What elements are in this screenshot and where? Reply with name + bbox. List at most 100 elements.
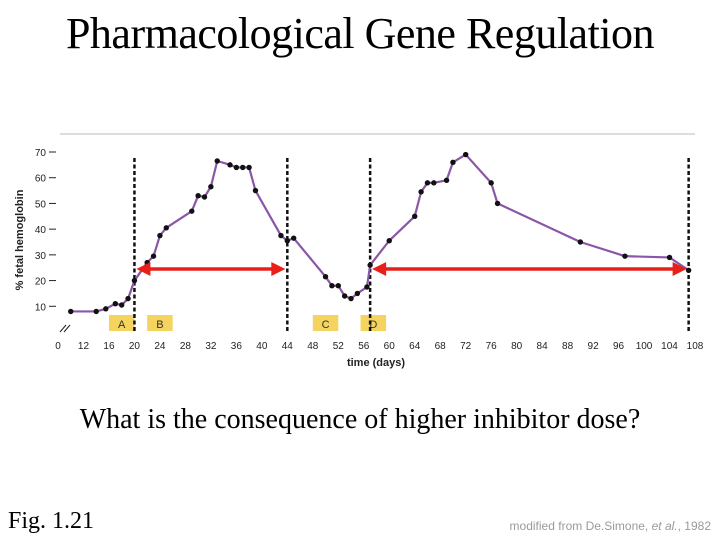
duration-arrows [136, 262, 687, 276]
data-point [367, 262, 373, 268]
data-point [322, 274, 329, 280]
arrow-head-left [136, 262, 151, 276]
data-point [112, 301, 119, 307]
data-point [233, 164, 240, 171]
data-point [335, 283, 341, 289]
data-point [163, 225, 169, 231]
credit-prefix: modified from De.Simone, [509, 519, 652, 533]
data-point [450, 159, 456, 165]
x-tick-label: 108 [687, 341, 704, 352]
x-tick-label: 32 [205, 341, 217, 352]
data-point [412, 213, 418, 219]
x-tick-label: 60 [384, 341, 396, 352]
data-point [103, 306, 109, 312]
data-point [189, 208, 195, 214]
data-point [329, 283, 335, 289]
x-tick-label: 36 [231, 341, 243, 352]
data-point [348, 295, 354, 302]
dashed-dose-lines [133, 158, 690, 331]
marker-box [360, 315, 387, 331]
data-point [157, 232, 163, 239]
x-tick-label: 88 [562, 341, 574, 352]
axis-break-mark [59, 324, 67, 333]
x-tick-label: 20 [129, 341, 141, 352]
slide-title: Pharmacological Gene Regulation [65, 9, 655, 58]
marker-label: A [118, 319, 126, 331]
x-tick-label: 56 [358, 341, 370, 352]
chart-axes: 10 20 30 40 50 60 70 0 12 16 20 24 28 32 36 40 44 48 52 56 6… [35, 148, 704, 352]
y-tick-label: 60 [35, 174, 47, 185]
axis-break-mark [63, 324, 71, 333]
y-tick-label: 30 [35, 251, 47, 262]
data-point [214, 158, 220, 164]
x-tick-label: 64 [409, 341, 421, 352]
x-tick-label: 92 [588, 341, 600, 352]
data-point [252, 187, 259, 194]
figure-label: Fig. 1.21 [8, 508, 95, 534]
data-point [284, 238, 291, 244]
marker-box [147, 315, 173, 331]
data-point [131, 277, 138, 284]
y-tick-label: 40 [35, 225, 47, 236]
x-tick-label: 104 [661, 341, 678, 352]
x-tick-label: 12 [78, 341, 90, 352]
data-point [431, 180, 437, 186]
marker-box [312, 315, 339, 331]
source-credit: modified from De.Simone, et al., 1982 [510, 519, 711, 533]
x-tick-label: 84 [537, 341, 549, 352]
x-tick-label: 80 [511, 341, 523, 352]
data-point [278, 232, 284, 239]
arrow-head-left [372, 262, 387, 276]
data-point [341, 293, 348, 299]
x-tick-label: 28 [180, 341, 192, 352]
data-point [354, 290, 361, 297]
treatment-markers: A B C D [108, 315, 387, 331]
arrow-head-right [672, 262, 687, 276]
marker-label: B [156, 319, 163, 331]
data-point [201, 194, 208, 200]
data-point [364, 284, 370, 290]
x-axis-label: time (days) [347, 357, 405, 369]
x-tick-label: 96 [613, 341, 625, 352]
data-point [93, 308, 99, 315]
data-point [494, 200, 501, 207]
data-point [462, 151, 469, 158]
data-point [418, 189, 424, 195]
data-point [666, 254, 673, 261]
data-point [119, 302, 125, 308]
y-tick-label: 50 [35, 199, 47, 210]
data-point [443, 177, 450, 183]
y-tick-label: 20 [35, 277, 47, 288]
data-series [68, 151, 692, 315]
x-tick-label: 68 [435, 341, 447, 352]
y-tick-label: 10 [35, 302, 47, 313]
data-point [622, 253, 628, 259]
fetal-hemoglobin-chart: A B C D 10 20 30 40 50 60 70 0 12 16 20 24 28 32 36 40 44 48… [14, 133, 704, 369]
data-point [195, 193, 201, 199]
data-point [227, 162, 233, 168]
x-tick-label: 72 [460, 341, 472, 352]
x-tick-label: 100 [636, 341, 653, 352]
credit-suffix: , 1982 [677, 519, 711, 533]
data-point [386, 238, 392, 244]
x-tick-label: 48 [307, 341, 319, 352]
marker-label: D [369, 319, 377, 331]
data-point [240, 164, 246, 171]
marker-box [108, 315, 135, 331]
data-point [685, 267, 692, 273]
y-axis-label: % fetal hemoglobin [14, 189, 26, 290]
data-point [125, 295, 131, 302]
data-point [290, 235, 297, 241]
x-tick-label: 44 [282, 341, 294, 352]
y-tick-label: 70 [35, 148, 47, 159]
x-tick-label: 52 [333, 341, 345, 352]
data-point [68, 308, 74, 315]
data-point [208, 184, 214, 190]
series-line [70, 153, 690, 313]
data-point [424, 180, 431, 186]
data-point [577, 239, 584, 245]
data-point [150, 253, 157, 259]
data-point [246, 164, 252, 171]
arrow-head-right [271, 262, 286, 276]
x-tick-label: 16 [103, 341, 115, 352]
